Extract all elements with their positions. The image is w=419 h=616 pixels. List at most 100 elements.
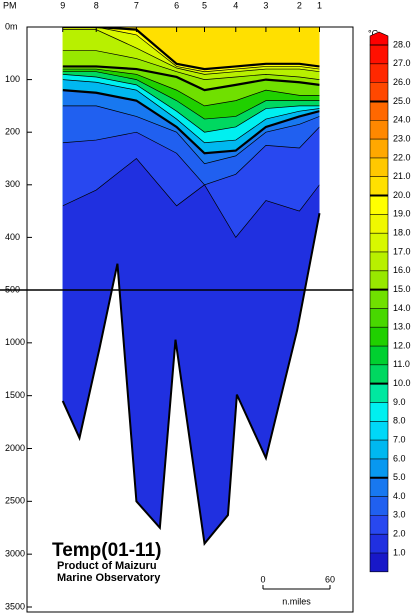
colorbar-label: 8.0 [393,416,406,426]
colorbar-band [370,270,388,290]
colorbar-band [370,553,388,572]
isotherm [62,158,320,239]
isotherm [62,29,320,75]
colorbar-label: 24.0 [393,115,411,125]
colorbar-label: 21.0 [393,171,411,181]
colorbar-label: 11.0 [393,359,410,369]
scale-bar-label: 0 [260,574,265,584]
colorbar-band [370,421,388,441]
colorbar-label: 23.0 [393,133,411,143]
colorbar-label: 12.0 [393,340,411,350]
isotherm [62,27,320,71]
isotherm [62,65,320,92]
y-tick-label: 0m [5,21,18,31]
isotherm [62,105,320,165]
station-label: 4 [233,0,238,10]
colorbar-band [370,120,388,140]
colorbar-label: 4.0 [393,491,406,501]
colorbar-band [370,63,388,83]
colorbar-label: 20.0 [393,190,411,200]
station-label: 8 [94,0,99,10]
colorbar-band [370,383,388,403]
frame [26,26,354,613]
isotherm [62,71,320,120]
y-tick-label: 2500 [5,496,25,506]
colorbar-band [370,477,388,497]
y-tick-label: 1500 [5,390,25,400]
colorbar-band [370,289,388,309]
isotherm [62,68,320,107]
colorbar-label: 5.0 [393,472,406,482]
station-prefix: PM [3,0,17,10]
temperature-field [62,27,320,544]
y-tick-label: 2000 [5,443,25,453]
subtitle: Product of Maizuru [57,560,157,572]
station-label: 7 [134,0,139,10]
colorbar-label: 19.0 [393,209,411,219]
y-tick-label: 400 [5,232,20,242]
colorbar-band [370,214,388,234]
y-tick-label: 3000 [5,549,25,559]
colorbar-band [370,45,388,64]
colorbar-band [370,101,388,121]
subtitle: Marine Observatory [57,572,161,584]
chart-title: Temp(01-11) [52,540,161,561]
station-label: 1 [317,0,322,10]
station-label: 5 [202,0,207,10]
colorbar-label: 16.0 [393,265,411,275]
colorbar-band [370,458,388,478]
colorbar-band [370,402,388,422]
colorbar-band [370,364,388,384]
station-label: 6 [174,0,179,10]
colorbar-band [370,176,388,196]
colorbar-label: 17.0 [393,246,411,256]
colorbar-band [370,534,388,553]
colorbar-band [370,327,388,347]
colorbar-band [370,308,388,328]
colorbar-label: 25.0 [393,96,411,106]
colorbar-band [370,346,388,365]
colorbar-band [370,496,388,516]
colorbar-label: 1.0 [393,547,406,557]
isotherm [62,79,320,144]
station-label: 9 [60,0,65,10]
colorbar-unit: °C [368,28,379,38]
colorbar-band [370,195,388,215]
y-tick-label: 100 [5,74,20,84]
colorbar-label: 15.0 [393,284,411,294]
colorbar-label: 26.0 [393,77,411,87]
scale-bar-unit: n.miles [282,596,311,606]
colorbar-label: 6.0 [393,453,406,463]
colorbar-label: 9.0 [393,397,406,407]
colorbar-band [370,139,388,158]
colorbar-frame [369,44,389,573]
colorbar-label: 13.0 [393,322,411,332]
colorbar-label: 14.0 [393,303,411,313]
isotherm [62,73,320,133]
colorbar-label: 10.0 [393,378,411,388]
y-tick-label: 1000 [5,337,25,347]
colorbar-label: 22.0 [393,152,411,162]
station-label: 3 [263,0,268,10]
y-tick-label: 3500 [5,601,25,611]
y-tick-label: 300 [5,179,20,189]
colorbar-label: 28.0 [393,39,411,49]
colorbar-band [370,515,388,535]
colorbar-band [370,82,388,102]
colorbar-label: 27.0 [393,58,411,68]
bottom-profile [61,213,321,546]
colorbar-band [370,440,388,459]
colorbar-label: 18.0 [393,228,411,238]
colorbar-label: 7.0 [393,434,406,444]
colorbar-label: 2.0 [393,529,406,539]
colorbar-label: 3.0 [393,510,406,520]
colorbar-band [370,157,388,177]
isotherm [62,27,320,73]
colorbar-band [370,251,388,271]
station-label: 2 [297,0,302,10]
isotherm [62,89,320,155]
scale-bar-label: 60 [325,574,335,584]
isotherm [62,50,320,80]
colorbar-band [370,233,388,252]
